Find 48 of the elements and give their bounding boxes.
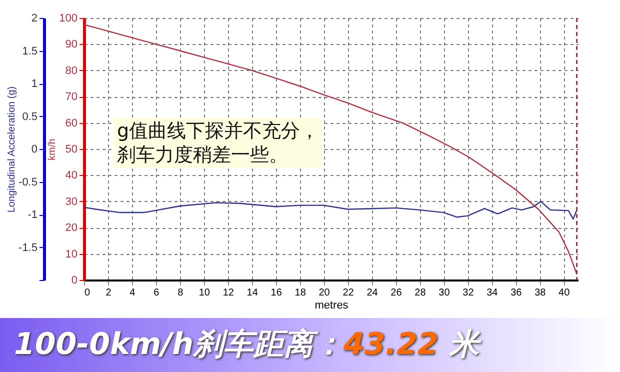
y2-tick-label: 80 <box>65 64 78 77</box>
x-axis-title: metres <box>314 300 349 312</box>
x-tick-label: 2 <box>106 288 112 298</box>
annotation: g值曲线下探并不充分， <box>117 120 320 142</box>
x-tick-label: 0 <box>84 288 90 298</box>
y-tick-label: 0.5 <box>22 110 38 123</box>
y2-tick-label: 30 <box>65 196 78 208</box>
y-tick-label: 1.5 <box>22 45 38 58</box>
y-tick-label: 1 <box>31 78 38 90</box>
y-tick-label: -1.5 <box>18 242 38 254</box>
x-tick-label: 10 <box>198 288 210 298</box>
x-tick-label: 40 <box>558 288 570 298</box>
line-series <box>83 24 578 275</box>
line-series <box>83 200 578 220</box>
y2-tick-label: 20 <box>65 222 78 234</box>
x-tick-label: 36 <box>510 288 522 298</box>
x-tick-label: 18 <box>294 288 306 298</box>
x-tick-label: 28 <box>414 288 426 298</box>
y2-tick-label: 0 <box>71 274 78 286</box>
y-tick-label: -0.5 <box>18 176 38 188</box>
y-tick-label: 0 <box>31 144 38 156</box>
annotation: 刹车力度稍差一些。 <box>117 144 288 166</box>
x-tick-label: 20 <box>318 288 330 298</box>
x-tick-label: 38 <box>534 288 546 298</box>
x-tick-label: 30 <box>438 288 450 298</box>
x-tick-label: 6 <box>154 288 160 298</box>
y2-tick-label: 60 <box>65 117 78 130</box>
y-tick-label: 2 <box>31 12 38 24</box>
x-tick-label: 4 <box>130 288 136 298</box>
y2-axis-title: km/h <box>47 138 58 160</box>
x-tick-label: 32 <box>462 288 474 298</box>
x-tick-label: 16 <box>270 288 282 298</box>
y-axis-title: Longitudinal Acceleration (g) <box>6 86 18 213</box>
x-tick-label: 14 <box>246 288 258 298</box>
text: 100-0km/h刹车距离：43.22 米 <box>0 318 620 372</box>
y2-tick-label: 70 <box>65 91 78 104</box>
y-tick-label: -1 <box>28 209 38 221</box>
x-tick-label: 26 <box>390 288 402 298</box>
y2-tick-label: 10 <box>65 248 78 260</box>
y2-tick-label: 90 <box>65 38 78 51</box>
y2-tick-label: 40 <box>65 170 78 182</box>
y2-tick-label: 100 <box>59 12 78 24</box>
x-tick-label: 22 <box>342 288 354 298</box>
x-tick-label: 8 <box>178 288 184 298</box>
y2-tick-label: 50 <box>65 144 78 156</box>
x-tick-label: 34 <box>486 288 498 298</box>
x-tick-label: 12 <box>222 288 234 298</box>
x-tick-label: 24 <box>366 288 378 298</box>
